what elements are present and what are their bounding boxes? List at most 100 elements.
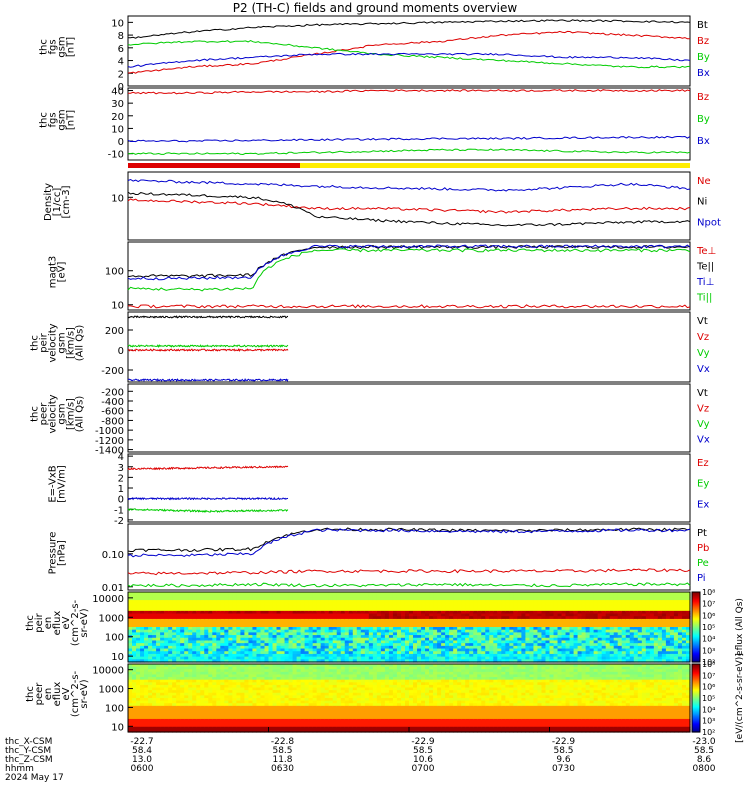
spectrogram-cell (304, 708, 310, 712)
spectrogram-cell (200, 711, 205, 715)
spectrogram-cell (445, 608, 450, 612)
spectrogram-cell (172, 703, 177, 707)
spectrogram-cell (136, 716, 141, 720)
spectrogram-cell (200, 695, 205, 699)
spectrogram-cell (469, 618, 474, 623)
spectrogram-cell (308, 597, 314, 601)
spectrogram-cell (248, 616, 254, 620)
spectrogram-cell (501, 602, 506, 607)
spectrogram-cell (677, 627, 683, 631)
spectrogram-cell (601, 613, 607, 617)
spectrogram-cell (336, 637, 342, 642)
spectrogram-cell (617, 605, 623, 609)
spectrogram-cell (280, 703, 286, 707)
spectrogram-cell (404, 624, 410, 628)
spectrogram-cell (469, 616, 474, 620)
spectrogram-cell (537, 610, 543, 615)
spectrogram-cell (565, 616, 571, 620)
spectrogram-cell (288, 610, 294, 615)
spectrogram-cell (144, 708, 149, 712)
spectrogram-cell (633, 608, 639, 612)
spectrogram-cell (609, 659, 615, 663)
spectrogram-cell (188, 677, 193, 681)
spectrogram-cell (196, 703, 201, 707)
spectrogram-cell (256, 621, 262, 625)
spectrogram-cell (497, 645, 502, 650)
spectrogram-cell (320, 703, 326, 707)
spectrogram-cell (637, 600, 643, 604)
spectrogram-cell (300, 700, 306, 704)
spectrogram-cell (388, 632, 394, 636)
spectrogram-cell (216, 724, 221, 728)
spectrogram-cell (172, 624, 177, 628)
spectrogram-cell (132, 594, 137, 598)
spectrogram-cell (324, 597, 330, 601)
spectrogram-cell (164, 602, 169, 607)
spectrogram-cell (192, 635, 197, 639)
spectrogram-cell (441, 600, 446, 604)
spectrogram-cell (268, 651, 274, 655)
spectrogram-cell (300, 708, 306, 712)
spectrogram-cell (376, 645, 382, 650)
spectrogram-cell (649, 613, 655, 617)
spectrogram-cell (316, 648, 322, 652)
spectrogram-cell (461, 632, 466, 636)
spectrogram-cell (364, 616, 370, 620)
spectrogram-cell (425, 600, 430, 604)
spectrogram-cell (497, 597, 502, 601)
spectrogram-cell (252, 708, 258, 712)
spectrogram-cell (344, 645, 350, 650)
spectrogram-cell (581, 613, 587, 617)
spectrogram-cell (433, 605, 438, 609)
spectrogram-cell (368, 616, 374, 620)
spectrogram-cell (461, 629, 466, 633)
spectrogram-cell (140, 659, 145, 663)
spectrogram-cell (276, 592, 282, 596)
spectrogram-cell (188, 643, 193, 647)
spectrogram-cell (308, 705, 314, 710)
spectrogram-cell (156, 726, 161, 730)
spectrogram-cell (208, 705, 213, 710)
spectrogram-cell (489, 608, 494, 612)
spectrogram-cell (232, 624, 237, 628)
spectrogram-cell (613, 632, 619, 636)
spectrogram-cell (537, 624, 543, 628)
spectrogram-cell (300, 597, 306, 601)
spectrogram-cell (128, 643, 133, 647)
spectrogram-cell (469, 637, 474, 642)
spectrogram-cell (144, 597, 149, 601)
spectrogram-cell (533, 648, 539, 652)
spectrogram-cell (184, 690, 189, 694)
spectrogram-cell (208, 610, 213, 615)
spectrogram-cell (312, 627, 318, 631)
spectrogram-cell (521, 653, 527, 658)
spectrogram-cell (340, 659, 346, 663)
spectrogram-cell (441, 605, 446, 609)
spectrogram-cell (433, 659, 438, 663)
spectrogram-cell (449, 629, 454, 633)
spectrogram-cell (272, 600, 278, 604)
spectrogram-cell (232, 613, 237, 617)
spectrogram-cell (308, 690, 314, 694)
spectrogram-cell (140, 666, 145, 670)
spectrogram-cell (625, 635, 631, 639)
spectrogram-cell (404, 618, 410, 623)
spectrogram-cell (372, 656, 378, 660)
spectrogram-cell (316, 656, 322, 660)
spectrogram-cell (256, 618, 262, 623)
spectrogram-cell (585, 621, 591, 625)
spectrogram-cell (421, 656, 426, 660)
spectrogram-cell (184, 711, 189, 715)
spectrogram-cell (220, 594, 225, 598)
spectrogram-cell (236, 711, 241, 715)
spectrogram-cell (368, 651, 374, 655)
spectrogram-cell (176, 664, 181, 668)
spectrogram-cell (212, 610, 217, 615)
spectrogram-cell (248, 684, 254, 689)
spectrogram-cell (268, 677, 274, 681)
spectrogram-cell (529, 637, 535, 642)
spectrogram-cell (417, 656, 422, 660)
spectrogram-cell (184, 629, 189, 633)
spectrogram-cell (176, 671, 181, 676)
spectrogram-cell (380, 637, 386, 642)
